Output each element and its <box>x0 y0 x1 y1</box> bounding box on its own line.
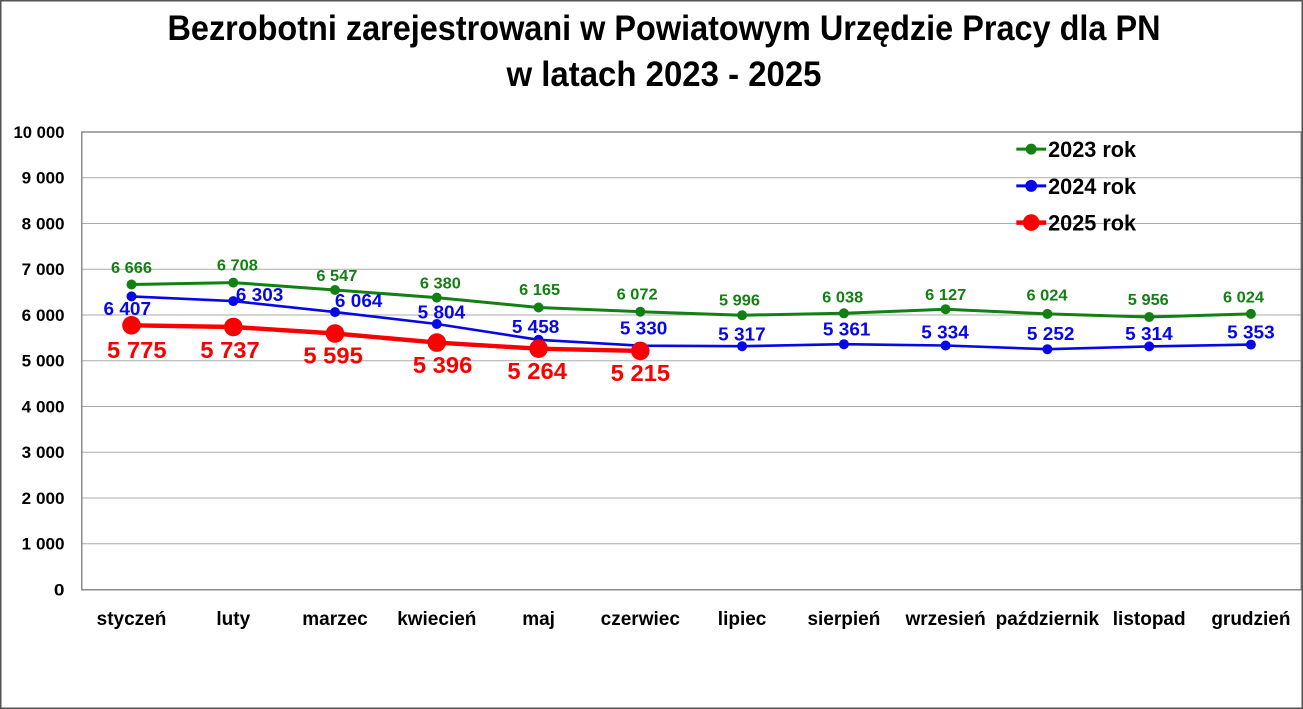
svg-text:5 458: 5 458 <box>512 316 560 337</box>
svg-text:2023 rok: 2023 rok <box>1048 137 1137 162</box>
svg-text:2024 rok: 2024 rok <box>1048 174 1137 199</box>
svg-text:6 127: 6 127 <box>925 287 966 304</box>
svg-text:maj: maj <box>522 609 555 630</box>
svg-text:listopad: listopad <box>1113 609 1186 630</box>
svg-text:marzec: marzec <box>302 609 368 630</box>
svg-text:6 303: 6 303 <box>236 284 284 305</box>
svg-text:6 407: 6 407 <box>104 298 152 319</box>
svg-text:czerwiec: czerwiec <box>601 609 681 630</box>
svg-text:styczeń: styczeń <box>97 609 167 630</box>
svg-text:październik: październik <box>996 609 1100 630</box>
svg-text:5 317: 5 317 <box>718 324 766 345</box>
svg-text:5 000: 5 000 <box>22 352 65 371</box>
svg-text:5 956: 5 956 <box>1128 292 1169 309</box>
svg-text:5 353: 5 353 <box>1227 322 1275 343</box>
svg-text:5 996: 5 996 <box>719 293 760 310</box>
svg-text:kwiecień: kwiecień <box>397 609 476 630</box>
svg-text:5 334: 5 334 <box>921 322 969 343</box>
svg-text:6 380: 6 380 <box>420 276 461 293</box>
svg-text:6 000: 6 000 <box>22 306 65 325</box>
svg-text:5 252: 5 252 <box>1027 323 1075 344</box>
svg-text:grudzień: grudzień <box>1211 609 1290 630</box>
svg-text:5 264: 5 264 <box>507 358 567 384</box>
svg-text:w latach 2023 - 2025: w latach 2023 - 2025 <box>506 55 822 94</box>
svg-text:lipiec: lipiec <box>718 609 767 630</box>
svg-text:6 064: 6 064 <box>335 290 383 311</box>
svg-text:5 330: 5 330 <box>620 318 668 339</box>
svg-text:6 708: 6 708 <box>217 257 258 274</box>
svg-text:Bezrobotni zarejestrowani w Po: Bezrobotni zarejestrowani w Powiatowym U… <box>168 9 1161 48</box>
svg-text:wrzesień: wrzesień <box>904 609 985 630</box>
svg-text:5 737: 5 737 <box>200 337 260 363</box>
svg-text:luty: luty <box>216 609 250 630</box>
svg-text:10 000: 10 000 <box>14 123 65 142</box>
svg-text:5 396: 5 396 <box>413 352 473 378</box>
svg-text:6 547: 6 547 <box>316 268 357 285</box>
svg-text:2 000: 2 000 <box>22 489 65 508</box>
svg-text:1 000: 1 000 <box>22 535 65 554</box>
svg-text:0: 0 <box>54 580 65 599</box>
svg-text:6 165: 6 165 <box>519 282 560 299</box>
svg-text:6 666: 6 666 <box>111 260 152 277</box>
svg-text:6 024: 6 024 <box>1027 287 1068 304</box>
svg-text:6 024: 6 024 <box>1223 289 1264 306</box>
svg-text:6 072: 6 072 <box>617 286 658 303</box>
svg-text:6 038: 6 038 <box>822 290 863 307</box>
svg-text:3 000: 3 000 <box>22 443 65 462</box>
svg-text:5 804: 5 804 <box>418 301 466 322</box>
svg-text:5 314: 5 314 <box>1125 323 1173 344</box>
svg-text:2025 rok: 2025 rok <box>1048 211 1137 236</box>
svg-text:8 000: 8 000 <box>22 214 65 233</box>
svg-text:9 000: 9 000 <box>22 169 65 188</box>
svg-text:5 775: 5 775 <box>107 337 167 363</box>
svg-text:sierpień: sierpień <box>807 609 880 630</box>
svg-text:5 215: 5 215 <box>611 360 671 386</box>
svg-text:5 595: 5 595 <box>303 342 363 368</box>
svg-text:5 361: 5 361 <box>823 318 871 339</box>
svg-text:7 000: 7 000 <box>22 260 65 279</box>
svg-text:4 000: 4 000 <box>22 397 65 416</box>
